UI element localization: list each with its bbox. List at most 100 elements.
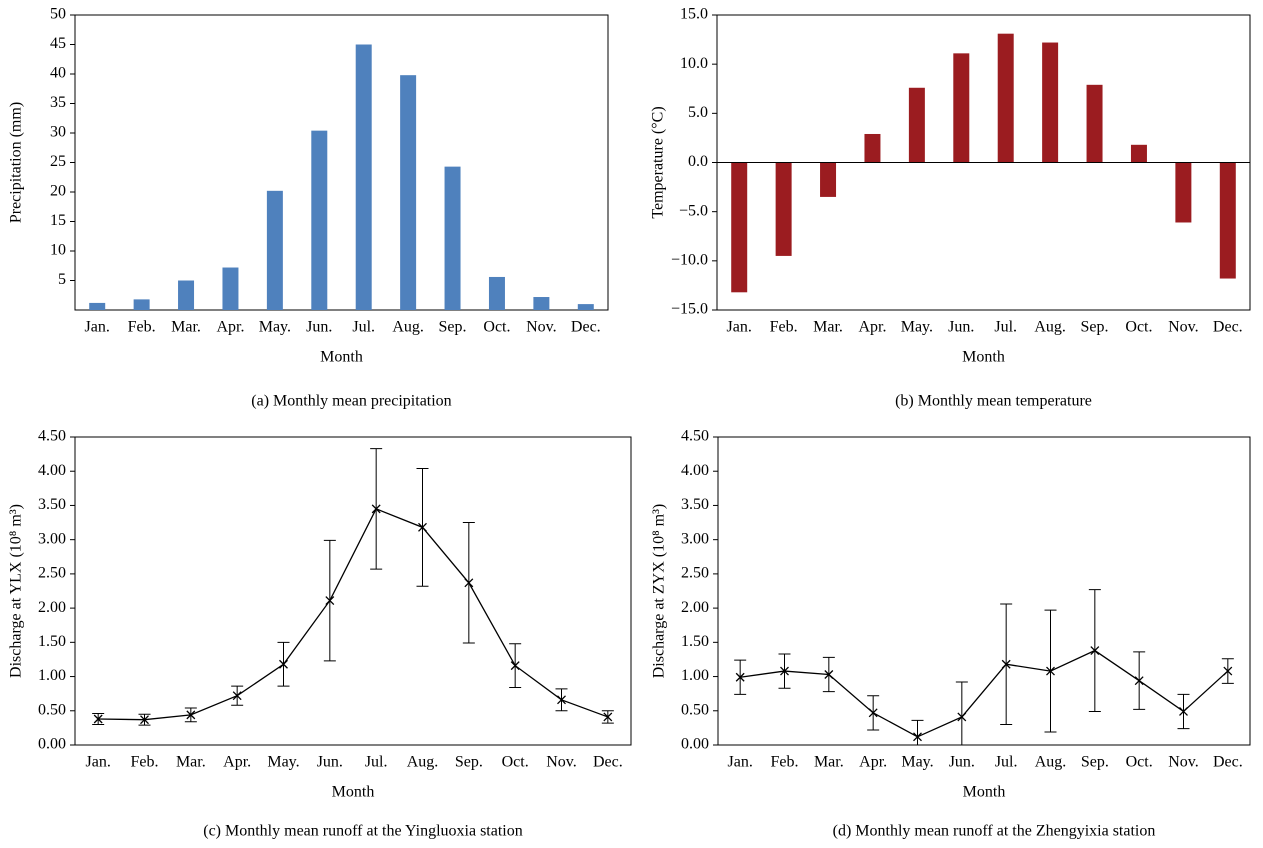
y-tick-label: 45 [50, 35, 66, 52]
y-tick-label: 4.50 [681, 428, 709, 445]
y-axis-label: Precipitation (mm) [8, 102, 25, 223]
x-tick-label: May. [259, 319, 291, 336]
bar [533, 297, 550, 310]
bar [731, 162, 748, 293]
y-axis-label: Discharge at ZYX (10⁸ m³) [651, 504, 668, 678]
bar [488, 276, 505, 310]
x-tick-label: Apr. [216, 319, 244, 336]
marker [1179, 707, 1188, 716]
x-tick-label: Oct. [483, 319, 510, 336]
x-tick-label: Nov. [1168, 754, 1199, 771]
x-tick-label: Dec. [571, 319, 601, 336]
marker [868, 708, 878, 718]
x-tick-label: Jan. [727, 319, 752, 336]
x-tick-label: Oct. [502, 754, 529, 771]
plot-frame [717, 436, 1251, 746]
x-tick-label: Jan. [85, 319, 110, 336]
x-axis-label: Month [320, 349, 363, 366]
bar [444, 166, 461, 310]
x-tick-label: Apr. [858, 319, 886, 336]
chart: 5 10 15 20 25 30 35 40 45 50 Jan. Feb. Mar. Apr. May. J… [8, 6, 609, 410]
x-tick-label: Dec. [1213, 319, 1243, 336]
x-tick-label: Aug. [1034, 319, 1066, 336]
x-tick-label: Oct. [1125, 319, 1152, 336]
bar [1042, 42, 1059, 163]
bar [89, 302, 106, 310]
line [98, 508, 609, 721]
marker [1134, 676, 1144, 686]
y-tick-label: 3.00 [681, 530, 709, 547]
plot-area [734, 589, 1234, 745]
x-tick-label: Apr. [223, 754, 251, 771]
marker [557, 695, 566, 705]
bar [1086, 84, 1103, 163]
y-tick-label: −10.0 [671, 252, 708, 269]
x-tick-label: Feb. [131, 754, 159, 771]
y-tick-label: 25 [50, 153, 66, 170]
x-tick-label: May. [901, 754, 933, 771]
x-tick-label: May. [267, 754, 299, 771]
bar [355, 44, 372, 310]
x-tick-label: Mar. [814, 754, 844, 771]
x-tick-label: Jun. [317, 754, 343, 771]
x-tick-label: Mar. [813, 319, 843, 336]
y-tick-label: 1.50 [681, 633, 709, 650]
y-tick-label: −15.0 [671, 301, 708, 318]
y-tick-label: 0.00 [38, 736, 66, 753]
marker [464, 578, 474, 588]
y-tick-label: 15.0 [680, 6, 708, 23]
marker [93, 714, 103, 724]
x-tick-label: Mar. [176, 754, 206, 771]
y-axis-label: Temperature (°C) [650, 106, 667, 218]
y-tick-label: 35 [50, 94, 66, 111]
marker [735, 672, 745, 682]
y-tick-label: 2.00 [681, 599, 709, 616]
y-tick-label: 2.50 [681, 565, 709, 582]
x-tick-label: Jul. [352, 319, 375, 336]
x-tick-label: Jul. [365, 754, 388, 771]
y-tick-label: 4.00 [681, 462, 709, 479]
marker [186, 710, 196, 720]
y-axis-label: Discharge at YLX (10⁸ m³) [8, 504, 25, 678]
bar [1175, 162, 1192, 223]
x-tick-label: Nov. [546, 754, 577, 771]
x-axis-label: Month [962, 349, 1005, 366]
y-tick-label: 4.50 [38, 428, 66, 445]
caption: (c) Monthly mean runoff at the Yingluoxi… [203, 823, 523, 840]
y-tick-label: 20 [50, 183, 66, 200]
bar [133, 299, 150, 310]
chart: −15.0 −10.0 −5.0 0.0 5.0 10.0 15.0 Jan. Feb. Mar.… [650, 6, 1251, 410]
marker [603, 712, 613, 722]
bar [400, 75, 417, 311]
caption: (a) Monthly mean precipitation [251, 393, 451, 410]
bar [178, 280, 195, 310]
y-tick-label: 40 [50, 65, 66, 82]
x-tick-label: Aug. [392, 319, 424, 336]
x-tick-label: Mar. [171, 319, 201, 336]
chart: 0.00 0.50 1.00 1.50 2.00 2.50 3.00 3.50 4.00 4.50… [8, 428, 632, 840]
x-tick-label: Jul. [994, 319, 1017, 336]
bar [1130, 144, 1147, 163]
x-tick-label: Apr. [859, 754, 887, 771]
y-tick-label: 1.00 [38, 667, 66, 684]
marker [371, 504, 381, 514]
marker [780, 666, 789, 676]
bar [820, 162, 837, 197]
x-tick-label: Nov. [526, 319, 557, 336]
y-tick-label: 2.50 [38, 565, 66, 582]
x-tick-label: Jul. [995, 754, 1018, 771]
y-tick-label: −5.0 [679, 202, 708, 219]
x-tick-label: Aug. [407, 754, 439, 771]
x-tick-label: Jan. [86, 754, 111, 771]
bar [997, 33, 1014, 163]
x-tick-label: Feb. [128, 319, 156, 336]
y-tick-label: 0.50 [681, 701, 709, 718]
x-tick-label: Sep. [439, 319, 467, 336]
y-tick-label: 0.50 [38, 701, 66, 718]
x-tick-label: Dec. [593, 754, 623, 771]
plot-frame [74, 436, 632, 746]
y-tick-label: 30 [50, 124, 66, 141]
y-tick-label: 0.0 [688, 153, 708, 170]
marker [279, 659, 288, 669]
